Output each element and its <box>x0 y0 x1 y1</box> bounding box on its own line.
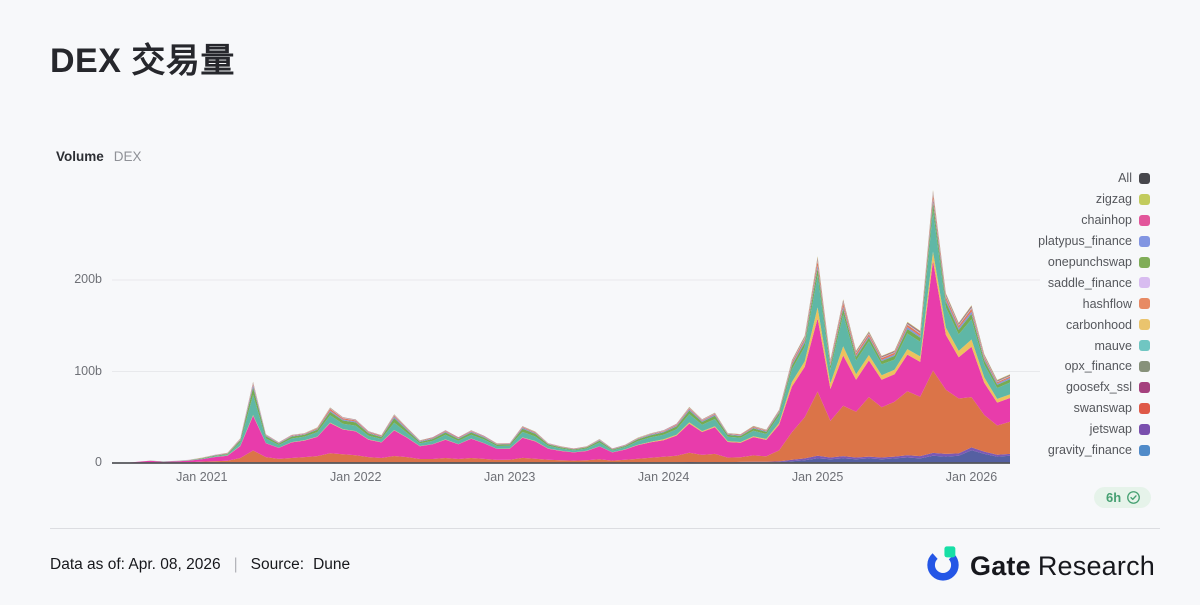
legend-item-zigzag[interactable]: zigzag <box>1000 189 1150 210</box>
legend-item-onepunchswap[interactable]: onepunchswap <box>1000 252 1150 273</box>
legend-label: opx_finance <box>1064 359 1132 374</box>
legend-swatch <box>1139 360 1150 372</box>
legend-item-hashflow[interactable]: hashflow <box>1000 293 1150 314</box>
legend-label: chainhop <box>1081 213 1132 228</box>
legend-label: gravity_finance <box>1047 443 1132 458</box>
source-label: Source: <box>250 556 305 573</box>
legend-label: swanswap <box>1073 401 1132 416</box>
legend-item-goosefx-ssl[interactable]: goosefx_ssl <box>1000 377 1150 398</box>
legend-item-opx-finance[interactable]: opx_finance <box>1000 356 1150 377</box>
legend-label: jetswap <box>1089 422 1132 437</box>
legend-swatch <box>1139 235 1150 247</box>
legend-label: onepunchswap <box>1047 255 1132 269</box>
x-tick-label: Jan 2025 <box>791 470 844 484</box>
verified-check-icon <box>1126 490 1141 505</box>
legend-item-chainhop[interactable]: chainhop <box>1000 210 1150 231</box>
footer-divider <box>50 528 1160 529</box>
legend-item-carbonhood[interactable]: carbonhood <box>1000 314 1150 335</box>
legend-swatch <box>1139 277 1150 289</box>
legend-swatch <box>1139 256 1150 268</box>
legend-label: carbonhood <box>1065 317 1132 332</box>
refresh-interval-label: 6h <box>1106 490 1122 505</box>
chart-header: Volume DEX <box>56 149 142 164</box>
legend-swatch <box>1139 340 1150 352</box>
legend-item-mauve[interactable]: mauve <box>1000 335 1150 356</box>
legend-swatch <box>1139 298 1150 310</box>
legend-label: hashflow <box>1082 296 1132 311</box>
chart-plot-area[interactable] <box>112 178 1010 463</box>
brand-wordmark: Gate Research <box>970 551 1155 582</box>
data-as-of-text: Data as of: Apr. 08, 2026 <box>50 556 221 573</box>
x-tick-label: Jan 2022 <box>330 470 382 484</box>
x-tick-label: Jan 2026 <box>945 470 998 484</box>
legend-label: goosefx_ssl <box>1065 380 1132 395</box>
x-tick-label: Jan 2024 <box>637 470 690 484</box>
legend-label: saddle_finance <box>1047 275 1132 290</box>
brand-logo: Gate Research <box>924 545 1155 588</box>
footer-meta: Data as of: Apr. 08, 2026 | Source: Dune <box>50 556 350 574</box>
legend-label: All <box>1118 171 1132 186</box>
legend-label: mauve <box>1094 338 1132 353</box>
legend-swatch <box>1139 193 1150 205</box>
legend-swatch <box>1139 444 1150 456</box>
source-value: Dune <box>313 556 351 573</box>
legend-item-jetswap[interactable]: jetswap <box>1000 419 1150 440</box>
legend-label: zigzag <box>1095 192 1132 207</box>
refresh-interval-badge: 6h <box>1094 487 1152 508</box>
legend-item-swanswap[interactable]: swanswap <box>1000 398 1150 419</box>
gate-logo-icon <box>924 545 962 588</box>
y-tick-label: 200b <box>74 272 102 286</box>
legend-swatch <box>1139 172 1150 184</box>
legend-swatch <box>1139 319 1150 331</box>
legend-swatch <box>1139 402 1150 414</box>
chart-subtitle: DEX <box>113 149 142 164</box>
legend-item-saddle-finance[interactable]: saddle_finance <box>1000 272 1150 293</box>
footer-separator: | <box>233 556 238 573</box>
legend-item-gravity-finance[interactable]: gravity_finance <box>1000 440 1150 461</box>
brand-gate: Gate <box>970 551 1031 581</box>
legend-label: platypus_finance <box>1038 234 1132 249</box>
legend-swatch <box>1139 423 1150 435</box>
x-tick-label: Jan 2021 <box>176 470 228 484</box>
y-tick-label: 0 <box>95 455 102 469</box>
x-tick-label: Jan 2023 <box>483 470 536 484</box>
legend-swatch <box>1139 381 1150 393</box>
legend-item-all[interactable]: All <box>1000 168 1150 189</box>
page-title: DEX 交易量 <box>50 42 235 80</box>
legend-swatch <box>1139 214 1150 226</box>
brand-research: Research <box>1037 551 1155 581</box>
chart-title: Volume <box>56 149 104 164</box>
y-tick-label: 100b <box>74 363 102 378</box>
legend-item-platypus-finance[interactable]: platypus_finance <box>1000 231 1150 252</box>
